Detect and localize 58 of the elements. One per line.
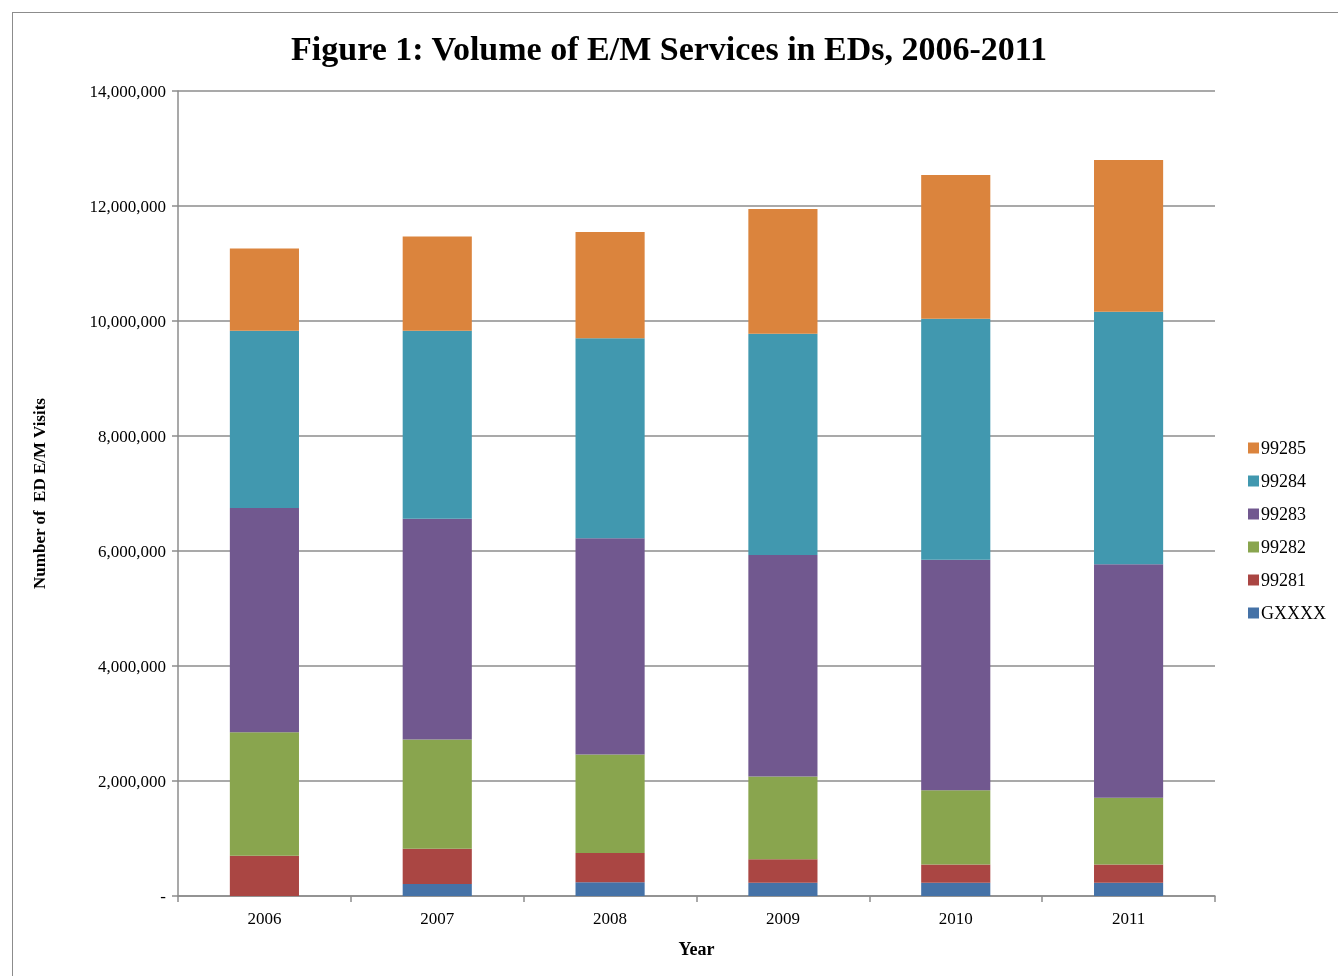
bar — [229, 732, 299, 856]
bar — [402, 848, 472, 884]
x-tick-label: 2011 — [1111, 909, 1146, 928]
y-tick-label: 8,000,000 — [98, 426, 166, 446]
bar — [575, 754, 645, 853]
x-tick-label: 2009 — [765, 909, 800, 928]
chart-title: Figure 1: Volume of E/M Services in EDs, 2006-2011 — [291, 29, 1047, 67]
bar — [1094, 564, 1164, 798]
legend-label: 99284 — [1261, 471, 1306, 491]
y-tick-label: 4,000,000 — [98, 656, 166, 676]
bar — [575, 852, 645, 883]
y-tick-label: 12,000,000 — [89, 196, 166, 216]
bar — [1094, 797, 1164, 865]
bar — [402, 236, 472, 331]
bar — [921, 882, 991, 896]
legend-label: 99285 — [1261, 438, 1306, 458]
bar — [402, 739, 472, 849]
bar — [575, 882, 645, 896]
bar — [1094, 160, 1164, 312]
bar — [229, 507, 299, 733]
bar — [748, 776, 818, 860]
bar — [748, 555, 818, 777]
y-tick-label: 6,000,000 — [98, 541, 166, 561]
bar — [748, 859, 818, 883]
bar — [748, 882, 818, 896]
bar — [229, 248, 299, 331]
legend-label: GXXXX — [1261, 603, 1326, 623]
bar — [402, 518, 472, 740]
x-axis-title: Year — [678, 939, 715, 959]
bar — [921, 318, 991, 560]
bar — [575, 338, 645, 539]
bar — [921, 559, 991, 791]
x-tick-label: 2007 — [420, 909, 455, 928]
bar — [402, 330, 472, 519]
bar — [1094, 882, 1164, 896]
legend-label: 99282 — [1261, 537, 1306, 557]
bar — [921, 174, 991, 319]
bar — [748, 333, 818, 556]
y-tick-label: 10,000,000 — [89, 311, 166, 331]
bar — [1094, 864, 1164, 883]
y-tick-label: 14,000,000 — [89, 81, 166, 101]
bar — [921, 790, 991, 865]
bar — [921, 864, 991, 883]
x-tick-label: 2008 — [593, 909, 628, 928]
bar — [575, 231, 645, 339]
x-tick-label: 2006 — [247, 909, 282, 928]
bar — [1094, 311, 1164, 565]
legend-label: 99283 — [1261, 504, 1306, 524]
bar — [229, 855, 299, 896]
y-tick-label: - — [160, 886, 167, 906]
bar — [402, 883, 472, 896]
bar — [575, 538, 645, 755]
bar — [748, 208, 818, 334]
y-tick-label: 2,000,000 — [98, 771, 166, 791]
y-axis-title: Number of ED E/M Visits — [30, 397, 49, 589]
bar — [229, 330, 299, 508]
x-tick-label: 2010 — [938, 909, 973, 928]
legend-label: 99281 — [1261, 570, 1306, 590]
